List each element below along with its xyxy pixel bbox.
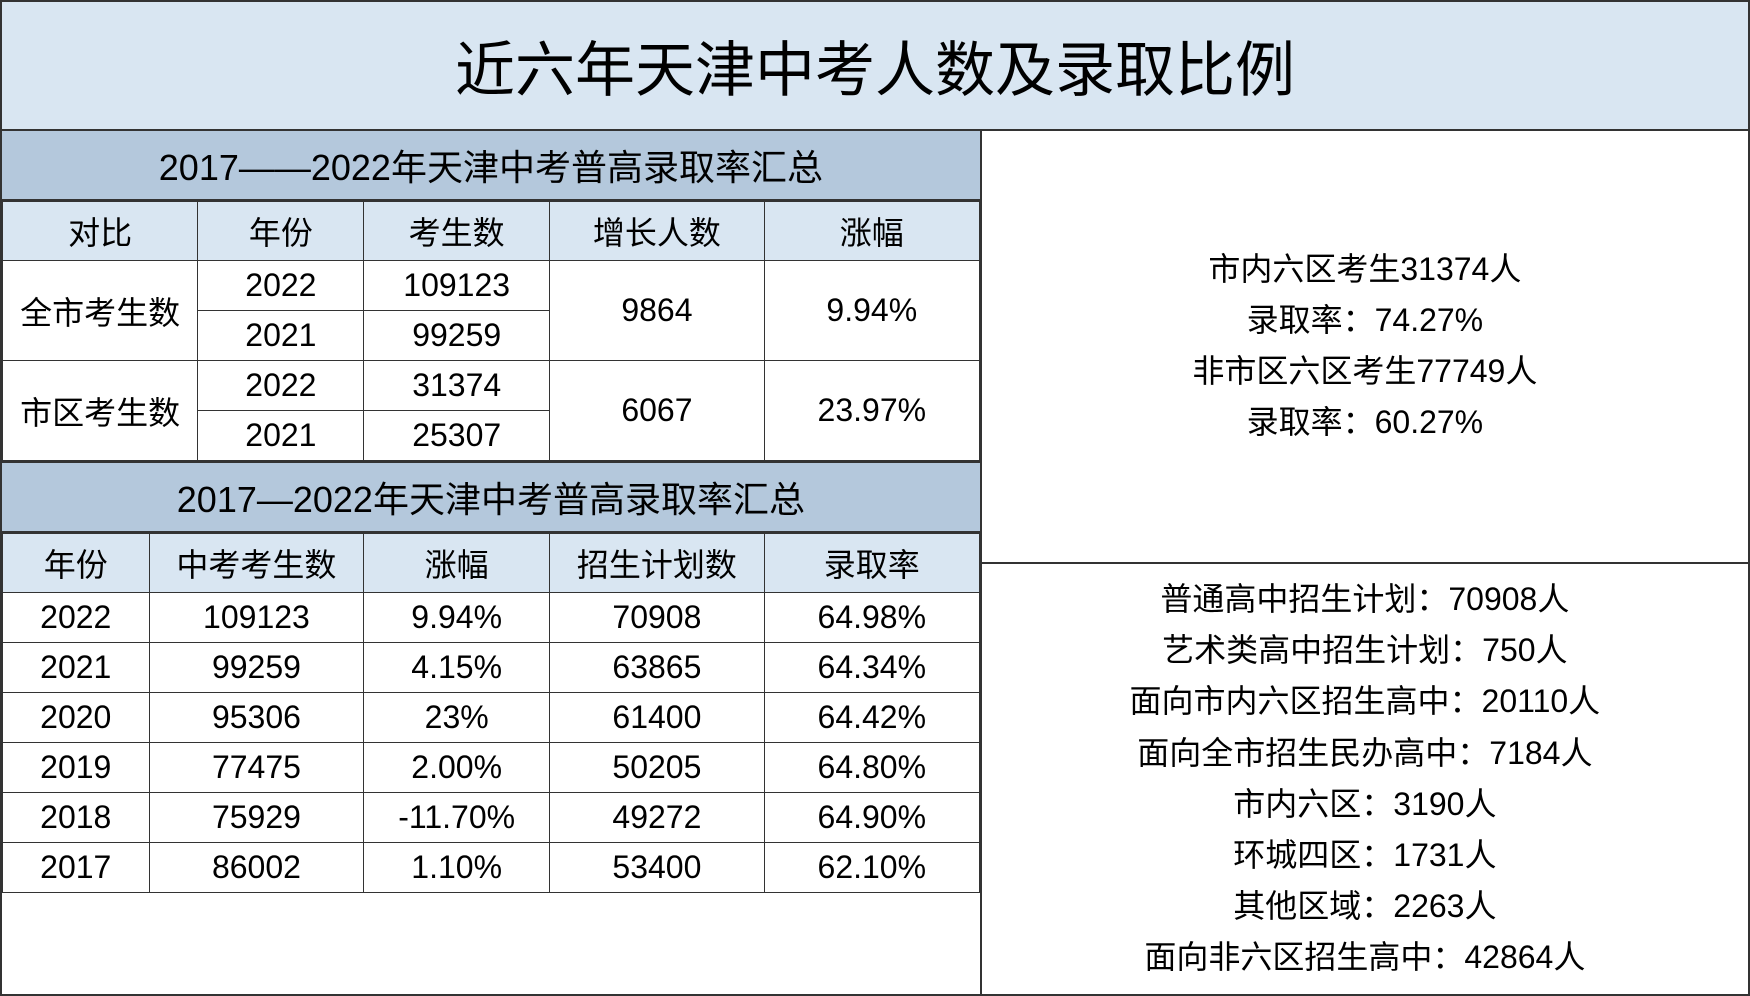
growth_rate-cell: 4.15% <box>364 643 550 693</box>
info-line: 录取率：60.27% <box>1247 397 1484 448</box>
info-line: 市内六区考生31374人 <box>1208 244 1521 295</box>
count-cell: 95306 <box>149 693 364 743</box>
right-top-block: 市内六区考生31374人录取率：74.27%非市区六区考生77749人录取率：6… <box>982 131 1748 564</box>
table1: 对比 年份 考生数 增长人数 涨幅 全市考生数202210912398649.9… <box>2 201 980 461</box>
right-bottom-block: 普通高中招生计划：70908人艺术类高中招生计划：750人面向市内六区招生高中：… <box>982 564 1748 995</box>
info-line: 普通高中招生计划：70908人 <box>1160 574 1569 625</box>
group-label-cell: 全市考生数 <box>3 261 198 361</box>
info-line: 面向非六区招生高中：42864人 <box>1144 932 1585 983</box>
accept_rate-cell: 64.80% <box>764 743 979 793</box>
table2-header-row: 年份 中考考生数 涨幅 招生计划数 录取率 <box>3 534 980 593</box>
growth_rate-cell: 2.00% <box>364 743 550 793</box>
count-cell: 99259 <box>364 311 550 361</box>
table2-header: 录取率 <box>764 534 979 593</box>
year-cell: 2018 <box>3 793 150 843</box>
group-label-cell: 市区考生数 <box>3 361 198 461</box>
table-row: 2021992594.15%6386564.34% <box>3 643 980 693</box>
growth_rate-cell: 9.94% <box>364 593 550 643</box>
growth-cell: 6067 <box>549 361 764 461</box>
table2-header: 涨幅 <box>364 534 550 593</box>
count-cell: 25307 <box>364 411 550 461</box>
growth-cell: 9864 <box>549 261 764 361</box>
table1-header: 增长人数 <box>549 202 764 261</box>
info-line: 录取率：74.27% <box>1247 295 1484 346</box>
year-cell: 2021 <box>198 311 364 361</box>
plan-cell: 63865 <box>549 643 764 693</box>
info-line: 面向全市招生民办高中：7184人 <box>1137 728 1592 779</box>
year-cell: 2022 <box>198 361 364 411</box>
table-row: 20209530623%6140064.42% <box>3 693 980 743</box>
count-cell: 109123 <box>149 593 364 643</box>
count-cell: 109123 <box>364 261 550 311</box>
plan-cell: 50205 <box>549 743 764 793</box>
table2-header: 年份 <box>3 534 150 593</box>
table1-header: 考生数 <box>364 202 550 261</box>
table-row: 市区考生数202231374606723.97% <box>3 361 980 411</box>
accept_rate-cell: 62.10% <box>764 843 979 893</box>
accept_rate-cell: 64.98% <box>764 593 979 643</box>
count-cell: 77475 <box>149 743 364 793</box>
year-cell: 2021 <box>198 411 364 461</box>
content-area: 2017——2022年天津中考普高录取率汇总 对比 年份 考生数 增长人数 涨幅… <box>2 131 1748 994</box>
plan-cell: 70908 <box>549 593 764 643</box>
section2-title: 2017—2022年天津中考普高录取率汇总 <box>2 463 980 533</box>
year-cell: 2017 <box>3 843 150 893</box>
left-section: 2017——2022年天津中考普高录取率汇总 对比 年份 考生数 增长人数 涨幅… <box>2 131 980 994</box>
table-row: 201875929-11.70%4927264.90% <box>3 793 980 843</box>
year-cell: 2022 <box>3 593 150 643</box>
table-row: 2017860021.10%5340062.10% <box>3 843 980 893</box>
year-cell: 2020 <box>3 693 150 743</box>
plan-cell: 53400 <box>549 843 764 893</box>
rate-cell: 23.97% <box>764 361 979 461</box>
main-container: 近六年天津中考人数及录取比例 2017——2022年天津中考普高录取率汇总 对比… <box>0 0 1750 996</box>
year-cell: 2021 <box>3 643 150 693</box>
count-cell: 31374 <box>364 361 550 411</box>
growth_rate-cell: -11.70% <box>364 793 550 843</box>
info-line: 环城四区：1731人 <box>1233 830 1496 881</box>
table1-header: 涨幅 <box>764 202 979 261</box>
right-section: 市内六区考生31374人录取率：74.27%非市区六区考生77749人录取率：6… <box>980 131 1748 994</box>
plan-cell: 49272 <box>549 793 764 843</box>
table1-wrapper: 2017——2022年天津中考普高录取率汇总 对比 年份 考生数 增长人数 涨幅… <box>2 131 980 463</box>
info-line: 面向市内六区招生高中：20110人 <box>1130 676 1601 727</box>
year-cell: 2019 <box>3 743 150 793</box>
count-cell: 75929 <box>149 793 364 843</box>
table-row: 全市考生数202210912398649.94% <box>3 261 980 311</box>
section1-title: 2017——2022年天津中考普高录取率汇总 <box>2 131 980 201</box>
table-row: 20221091239.94%7090864.98% <box>3 593 980 643</box>
growth_rate-cell: 1.10% <box>364 843 550 893</box>
accept_rate-cell: 64.34% <box>764 643 979 693</box>
rate-cell: 9.94% <box>764 261 979 361</box>
growth_rate-cell: 23% <box>364 693 550 743</box>
info-line: 非市区六区考生77749人 <box>1192 346 1537 397</box>
table2-header: 中考考生数 <box>149 534 364 593</box>
accept_rate-cell: 64.90% <box>764 793 979 843</box>
info-line: 艺术类高中招生计划：750人 <box>1162 625 1567 676</box>
count-cell: 86002 <box>149 843 364 893</box>
table2: 年份 中考考生数 涨幅 招生计划数 录取率 20221091239.94%709… <box>2 533 980 893</box>
table2-wrapper: 2017—2022年天津中考普高录取率汇总 年份 中考考生数 涨幅 招生计划数 … <box>2 463 980 893</box>
table1-header: 对比 <box>3 202 198 261</box>
main-title: 近六年天津中考人数及录取比例 <box>2 2 1748 131</box>
info-line: 其他区域：2263人 <box>1233 881 1496 932</box>
count-cell: 99259 <box>149 643 364 693</box>
accept_rate-cell: 64.42% <box>764 693 979 743</box>
table1-header-row: 对比 年份 考生数 增长人数 涨幅 <box>3 202 980 261</box>
table2-header: 招生计划数 <box>549 534 764 593</box>
plan-cell: 61400 <box>549 693 764 743</box>
table-row: 2019774752.00%5020564.80% <box>3 743 980 793</box>
table1-header: 年份 <box>198 202 364 261</box>
year-cell: 2022 <box>198 261 364 311</box>
info-line: 市内六区：3190人 <box>1233 779 1496 830</box>
